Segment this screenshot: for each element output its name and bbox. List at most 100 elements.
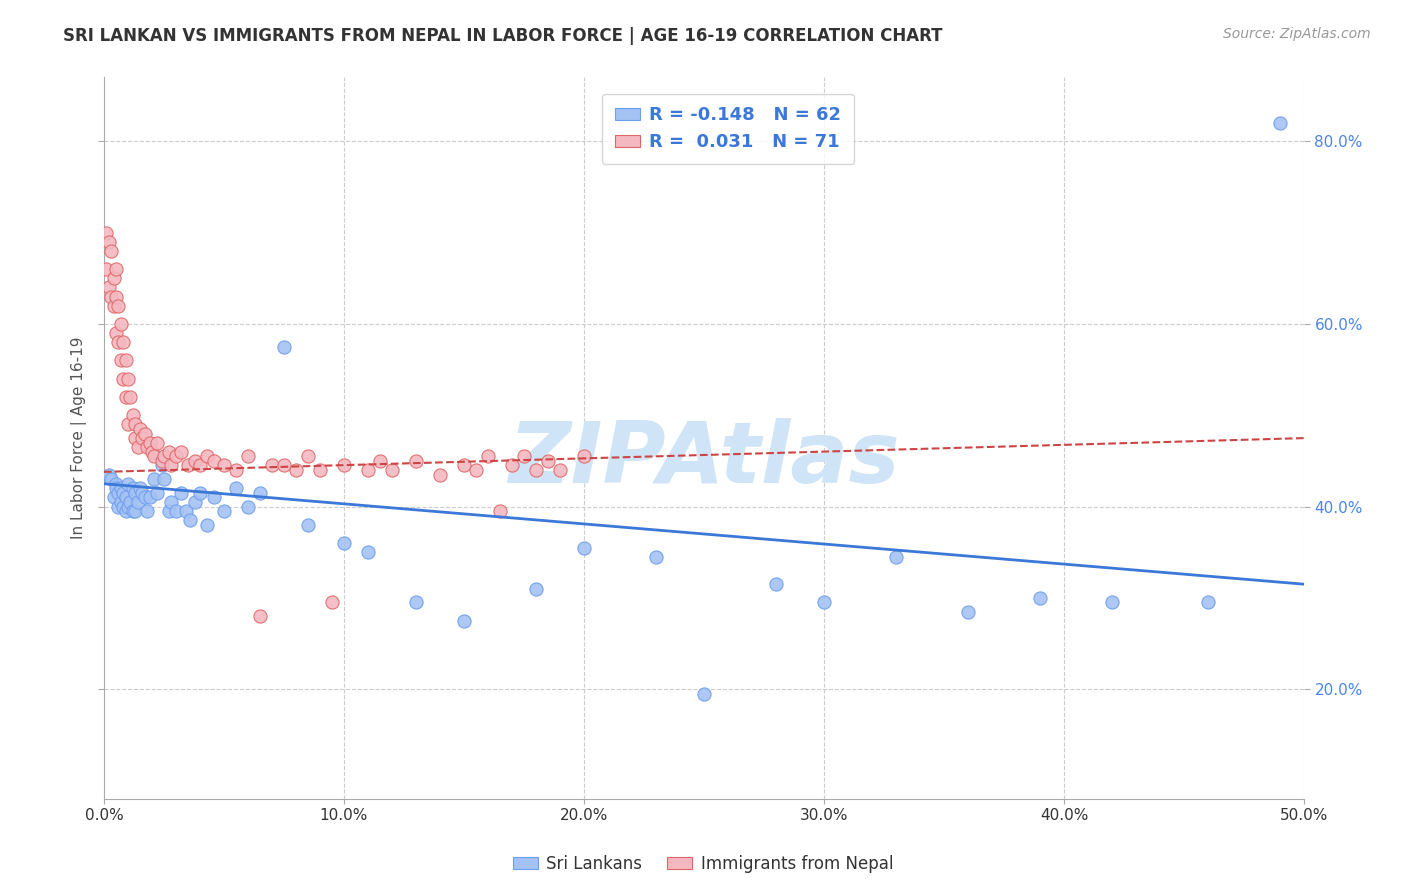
Point (284, 463, 307, 477)
Point (160, 458, 183, 473)
Point (129, 422, 152, 436)
Point (104, 289, 127, 303)
Point (121, 481, 143, 495)
Point (195, 450, 218, 464)
Point (143, 450, 166, 464)
Point (1029, 591, 1052, 605)
Point (114, 504, 136, 518)
Point (100, 244, 122, 258)
Point (195, 517, 218, 532)
Point (405, 454, 427, 468)
Point (124, 417, 146, 432)
Point (127, 495, 149, 509)
Point (188, 458, 211, 473)
Point (184, 495, 207, 509)
Point (110, 495, 132, 509)
Point (117, 417, 139, 432)
Point (138, 491, 160, 505)
Point (884, 549, 907, 564)
Point (956, 605, 979, 619)
Point (1101, 595, 1123, 609)
Point (97, 280, 120, 294)
Point (110, 353, 132, 368)
Point (212, 504, 235, 518)
Point (153, 472, 176, 486)
Point (273, 340, 295, 354)
Point (225, 463, 247, 477)
Point (453, 614, 475, 628)
Point (524, 582, 547, 596)
Point (127, 440, 149, 454)
Point (572, 541, 595, 555)
Point (103, 299, 125, 313)
Point (170, 444, 193, 458)
Point (141, 444, 163, 458)
Point (112, 500, 135, 514)
Point (143, 472, 166, 486)
Point (145, 486, 167, 500)
Point (309, 463, 332, 477)
Point (184, 454, 207, 468)
Point (104, 262, 127, 277)
Point (134, 491, 156, 505)
Point (572, 450, 595, 464)
Point (165, 450, 187, 464)
Point (297, 450, 319, 464)
Point (170, 486, 193, 500)
Point (321, 595, 343, 609)
Point (114, 491, 136, 505)
Point (537, 454, 560, 468)
Point (157, 504, 180, 518)
Point (104, 326, 127, 340)
Point (107, 486, 129, 500)
Point (131, 431, 153, 445)
Point (693, 687, 716, 701)
Point (138, 435, 160, 450)
Point (249, 609, 271, 624)
Point (121, 409, 143, 423)
Point (333, 458, 356, 473)
Point (1268, 116, 1291, 130)
Point (165, 504, 187, 518)
Point (145, 435, 167, 450)
Point (477, 450, 499, 464)
Point (297, 517, 319, 532)
Point (236, 450, 259, 464)
Point (131, 486, 153, 500)
Point (357, 463, 380, 477)
Point (153, 450, 176, 464)
Point (134, 426, 156, 441)
Point (501, 458, 523, 473)
Point (121, 504, 143, 518)
Point (177, 458, 200, 473)
Point (120, 390, 142, 404)
Point (489, 504, 512, 518)
Point (107, 500, 129, 514)
Point (114, 353, 136, 368)
Point (104, 476, 127, 491)
Point (150, 454, 173, 468)
Point (453, 458, 475, 473)
Text: Source: ZipAtlas.com: Source: ZipAtlas.com (1223, 27, 1371, 41)
Point (136, 440, 159, 454)
Point (107, 299, 129, 313)
Point (110, 317, 132, 331)
Point (124, 504, 146, 518)
Point (249, 486, 271, 500)
Point (117, 500, 139, 514)
Point (260, 458, 283, 473)
Point (381, 463, 404, 477)
Point (103, 491, 125, 505)
Point (405, 595, 427, 609)
Point (513, 450, 536, 464)
Point (333, 536, 356, 550)
Point (96, 262, 118, 277)
Point (129, 481, 152, 495)
Point (104, 481, 127, 495)
Point (464, 463, 486, 477)
Point (124, 431, 146, 445)
Point (765, 577, 787, 591)
Point (174, 504, 197, 518)
Point (273, 458, 295, 473)
Point (813, 595, 835, 609)
